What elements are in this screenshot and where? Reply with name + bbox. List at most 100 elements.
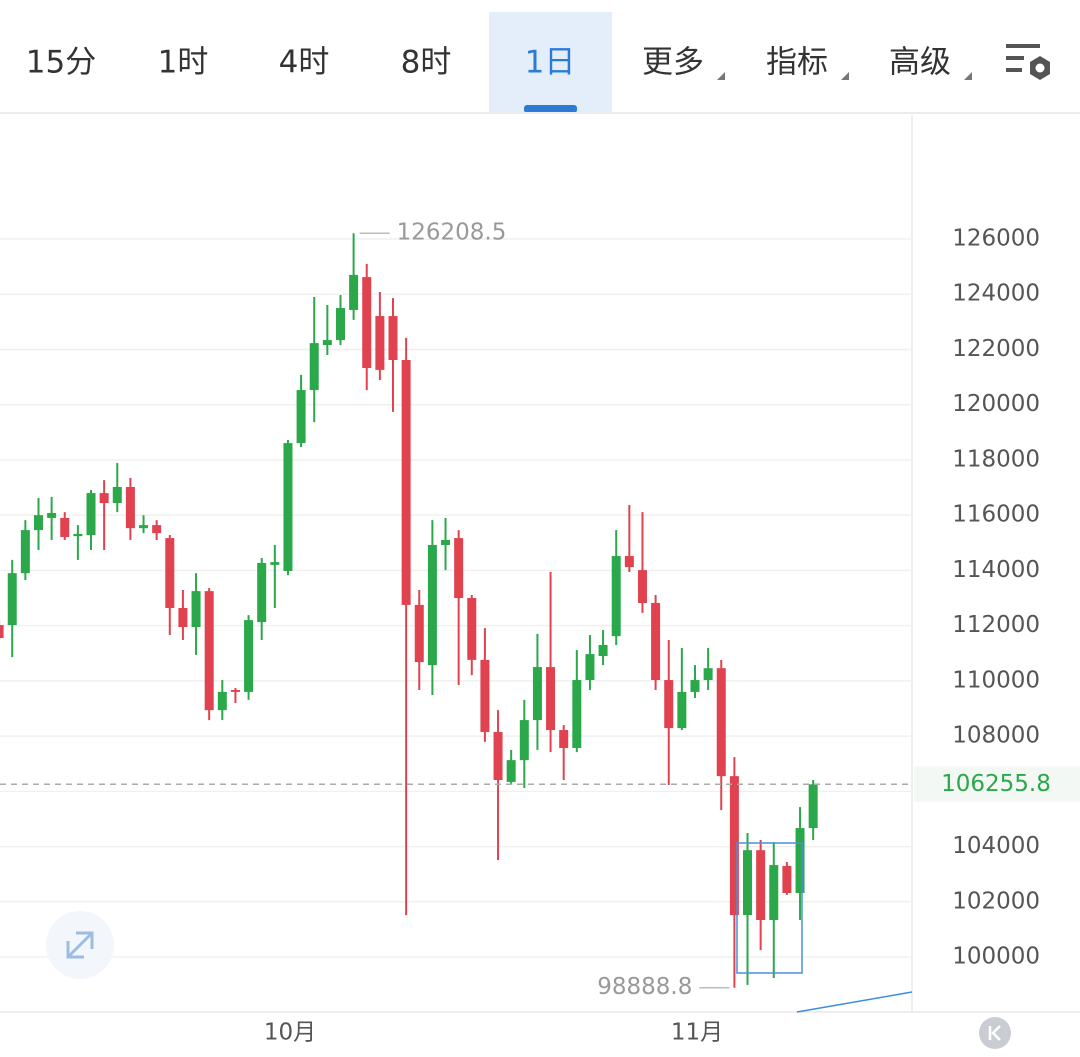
- candle-body: [362, 277, 372, 368]
- selection-box: [736, 842, 803, 974]
- candle-body: [33, 515, 43, 531]
- tab-label[interactable]: 8时: [401, 45, 452, 81]
- last-price-label: 106255.8: [941, 771, 1051, 797]
- dropdown-arrow: [841, 72, 849, 80]
- candle-body: [598, 644, 608, 657]
- tab-label[interactable]: 更多: [642, 45, 704, 81]
- candle-body: [572, 680, 582, 748]
- low-label: 98888.8: [597, 974, 692, 1000]
- candle-body: [73, 533, 83, 537]
- candle-body: [112, 487, 122, 504]
- candle-body: [480, 659, 490, 732]
- candle-body: [743, 850, 753, 916]
- candle-body: [86, 493, 96, 536]
- candle-body: [651, 602, 661, 681]
- tab-label[interactable]: 1时: [158, 45, 209, 81]
- candle-body: [296, 390, 306, 444]
- candle-body: [335, 308, 345, 341]
- candle-body: [454, 538, 464, 599]
- candle-body: [716, 668, 726, 777]
- candle-body: [637, 570, 647, 603]
- y-tick-label: 104000: [952, 833, 1040, 859]
- candle-body: [322, 340, 332, 346]
- candle-body: [624, 556, 634, 568]
- candle-body: [139, 525, 149, 529]
- y-tick-label: 118000: [952, 446, 1040, 472]
- candle-body: [769, 865, 779, 921]
- candle-body: [756, 850, 766, 921]
- candle-body: [270, 562, 280, 565]
- candle-body: [152, 525, 162, 534]
- y-tick-label: 102000: [952, 888, 1040, 914]
- y-tick-label: 110000: [952, 667, 1040, 693]
- candle-body: [611, 556, 621, 637]
- candle-body: [493, 731, 503, 781]
- candle-body: [47, 512, 57, 518]
- candle-body: [244, 620, 254, 692]
- labels: 1000001020001040001060001080001100001120…: [0, 220, 1080, 1046]
- candle-body: [677, 691, 687, 729]
- candle-body: [427, 544, 437, 666]
- dropdown-arrow: [964, 72, 972, 80]
- candle-body: [690, 680, 700, 692]
- tab-label[interactable]: 指标: [766, 45, 828, 81]
- candle-body: [165, 538, 175, 608]
- x-tick-label: 11月: [671, 1020, 723, 1046]
- candle-body: [99, 493, 109, 504]
- candle-body: [204, 591, 214, 711]
- tab-label[interactable]: 15分: [26, 45, 96, 81]
- candle-body: [795, 828, 805, 893]
- candles: [0, 233, 818, 988]
- settings-icon[interactable]: [1006, 44, 1050, 80]
- candle-body: [349, 274, 359, 310]
- candle-body: [664, 680, 674, 729]
- candle-body: [506, 760, 516, 782]
- y-tick-label: 108000: [952, 723, 1040, 749]
- high-label: 126208.5: [397, 220, 507, 246]
- y-tick-label: 126000: [952, 226, 1040, 252]
- candle-body: [414, 604, 424, 663]
- y-tick-label: 112000: [952, 612, 1040, 638]
- x-tick-label: 10月: [264, 1020, 316, 1046]
- candle-body: [782, 865, 792, 893]
- candle-body: [401, 359, 411, 605]
- indicator-line: [796, 991, 913, 1013]
- candle-body: [283, 443, 293, 571]
- candle-body: [7, 573, 17, 626]
- expand-button[interactable]: [46, 911, 114, 979]
- tab-bar: 15分 1时 4时 8时 1日 更多 指标 高级: [0, 12, 1080, 114]
- candle-body: [20, 530, 30, 574]
- active-tab-bg: [489, 12, 612, 113]
- last-price-box: [914, 766, 1080, 803]
- candle-body: [729, 776, 739, 916]
- candle-body: [375, 316, 385, 370]
- candle-body: [559, 730, 569, 748]
- candle-body: [467, 598, 477, 660]
- candle-body: [441, 540, 451, 545]
- candle-body: [125, 487, 135, 529]
- candle-body: [309, 343, 319, 391]
- tab-label[interactable]: 高级: [889, 45, 951, 81]
- tab-label[interactable]: 4时: [279, 45, 330, 81]
- scroll-latest-button[interactable]: [979, 1017, 1011, 1049]
- candle-body: [0, 625, 4, 639]
- tab-label[interactable]: 1日: [525, 45, 576, 81]
- y-tick-label: 114000: [952, 557, 1040, 583]
- candle-body: [532, 667, 542, 721]
- candle-body: [191, 591, 201, 628]
- candle-body: [178, 607, 188, 628]
- dropdown-arrow: [717, 72, 725, 80]
- y-tick-label: 120000: [952, 391, 1040, 417]
- candle-body: [808, 784, 818, 829]
- y-tick-label: 100000: [952, 944, 1040, 970]
- candle-body: [546, 667, 556, 731]
- candle-body: [217, 691, 227, 711]
- candle-body: [60, 517, 70, 537]
- y-tick-label: 124000: [952, 281, 1040, 307]
- candle-body: [257, 562, 267, 623]
- candle-body: [519, 720, 529, 761]
- candle-body: [703, 668, 713, 681]
- active-tab-underline: [524, 105, 577, 113]
